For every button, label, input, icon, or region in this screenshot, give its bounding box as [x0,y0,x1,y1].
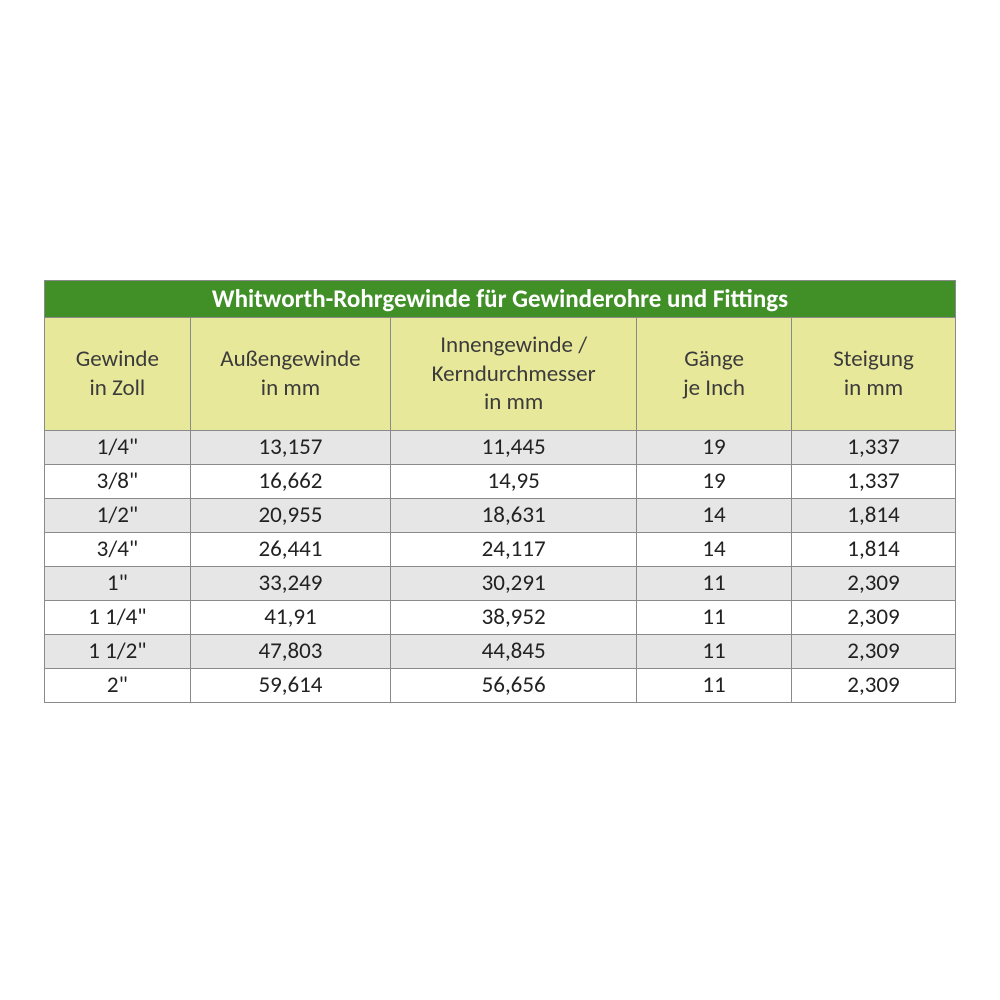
cell: 2,309 [791,601,955,635]
cell: 1 1/2" [45,635,191,669]
table-container: Whitworth-Rohrgewinde für Gewinderohre u… [44,280,956,703]
whitworth-table: Whitworth-Rohrgewinde für Gewinderohre u… [44,280,956,703]
cell: 33,249 [190,567,390,601]
col-header-gewinde: Gewinde in Zoll [45,318,191,431]
cell: 56,656 [391,669,637,703]
cell: 18,631 [391,499,637,533]
cell: 2,309 [791,635,955,669]
cell: 11 [637,635,792,669]
cell: 41,91 [190,601,390,635]
table-row: 1 1/2" 47,803 44,845 11 2,309 [45,635,956,669]
col-header-line: Gänge [684,345,744,373]
table-row: 2" 59,614 56,656 11 2,309 [45,669,956,703]
cell: 14,95 [391,465,637,499]
cell: 2,309 [791,567,955,601]
col-header-line: Steigung [833,345,914,373]
table-row: 1/2" 20,955 18,631 14 1,814 [45,499,956,533]
cell: 26,441 [190,533,390,567]
cell: 2" [45,669,191,703]
cell: 11 [637,567,792,601]
col-header-innengewinde: Innengewinde / Kerndurchmesser in mm [391,318,637,431]
cell: 19 [637,431,792,465]
col-header-steigung: Steigung in mm [791,318,955,431]
cell: 59,614 [190,669,390,703]
col-header-line: Kerndurchmesser [432,360,596,388]
cell: 1,814 [791,499,955,533]
col-header-line: in Zoll [90,374,146,402]
cell: 30,291 [391,567,637,601]
col-header-line: in mm [261,374,320,402]
cell: 3/4" [45,533,191,567]
cell: 19 [637,465,792,499]
table-row: 1/4" 13,157 11,445 19 1,337 [45,431,956,465]
cell: 38,952 [391,601,637,635]
cell: 11 [637,601,792,635]
cell: 24,117 [391,533,637,567]
cell: 11,445 [391,431,637,465]
cell: 1,337 [791,465,955,499]
cell: 16,662 [190,465,390,499]
col-header-line: in mm [844,374,903,402]
table-body: 1/4" 13,157 11,445 19 1,337 3/8" 16,662 … [45,431,956,703]
table-row: 3/4" 26,441 24,117 14 1,814 [45,533,956,567]
col-header-line: je Inch [683,374,745,402]
cell: 13,157 [190,431,390,465]
cell: 1 1/4" [45,601,191,635]
col-header-gaenge: Gänge je Inch [637,318,792,431]
table-row: 3/8" 16,662 14,95 19 1,337 [45,465,956,499]
cell: 1,814 [791,533,955,567]
col-header-aussengewinde: Außengewinde in mm [190,318,390,431]
cell: 1/2" [45,499,191,533]
col-header-line: Gewinde [76,345,159,373]
cell: 47,803 [190,635,390,669]
table-row: 1" 33,249 30,291 11 2,309 [45,567,956,601]
col-header-line: Innengewinde / [440,331,587,359]
cell: 1/4" [45,431,191,465]
col-header-line: Außengewinde [220,345,360,373]
table-row: 1 1/4" 41,91 38,952 11 2,309 [45,601,956,635]
cell: 2,309 [791,669,955,703]
col-header-line: in mm [484,388,543,416]
cell: 20,955 [190,499,390,533]
table-title: Whitworth-Rohrgewinde für Gewinderohre u… [45,281,956,318]
cell: 44,845 [391,635,637,669]
cell: 3/8" [45,465,191,499]
cell: 1,337 [791,431,955,465]
cell: 14 [637,499,792,533]
cell: 1" [45,567,191,601]
cell: 14 [637,533,792,567]
cell: 11 [637,669,792,703]
